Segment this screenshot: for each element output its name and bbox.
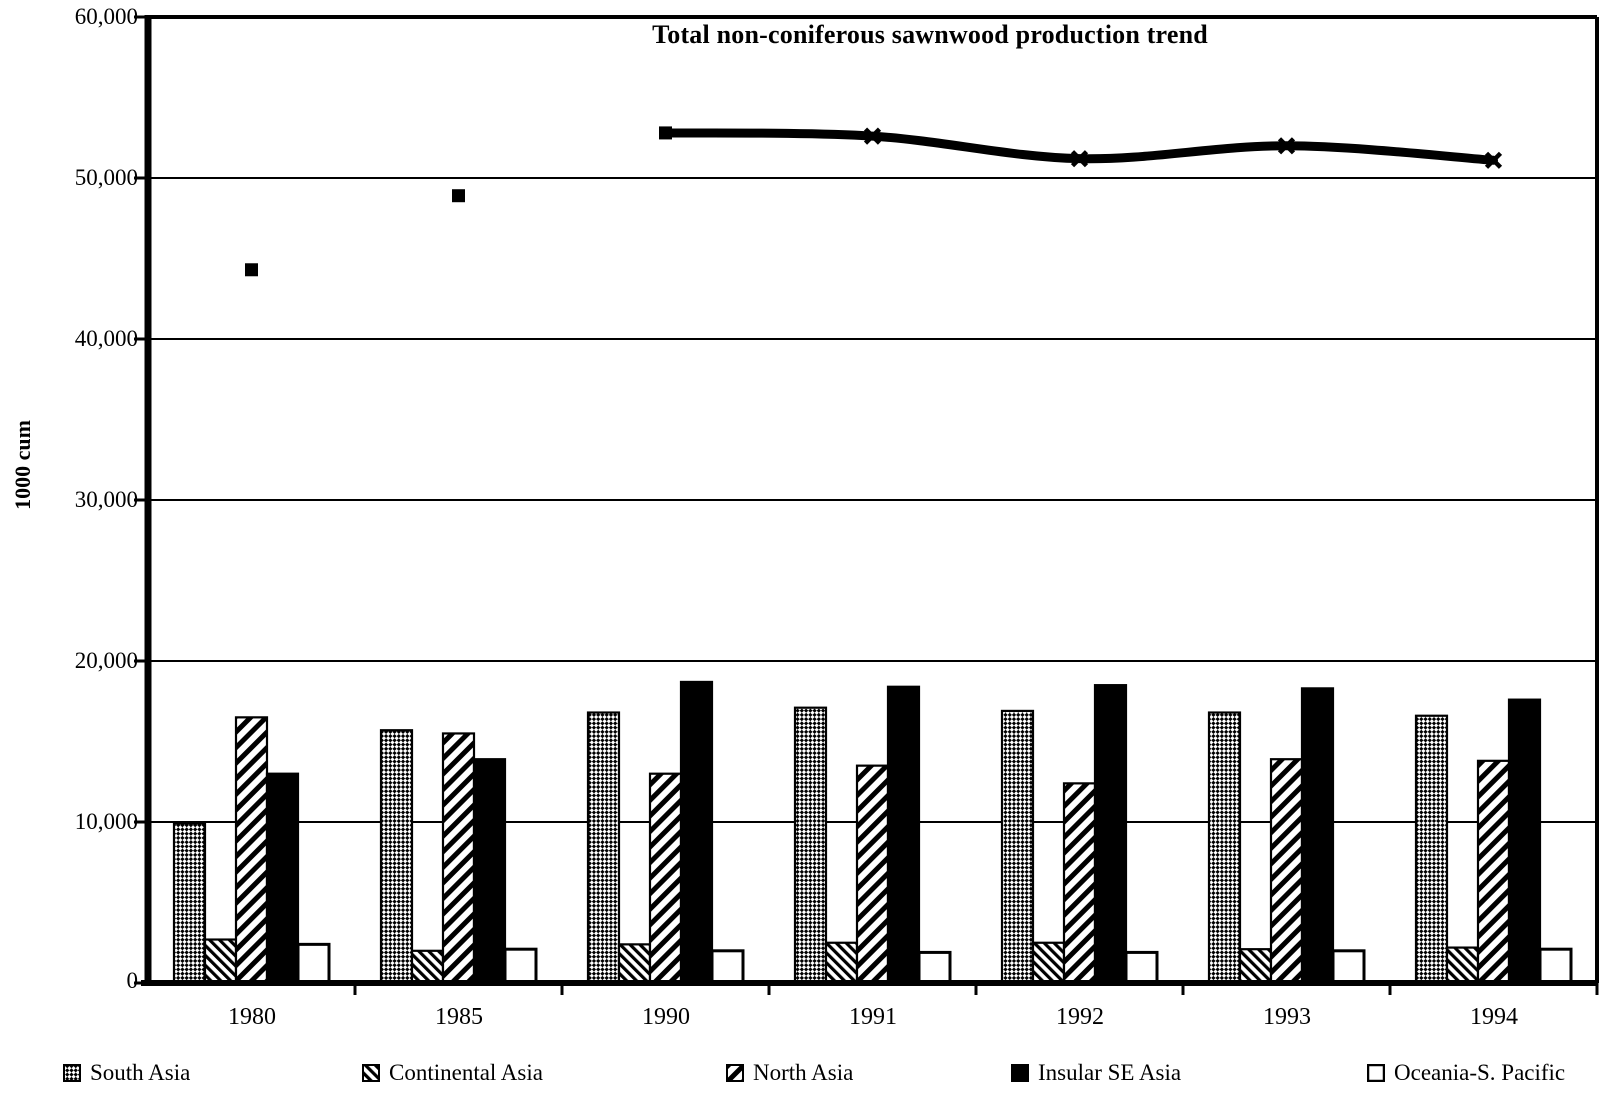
bar-oceania-s-pacific-1990 [710, 949, 745, 985]
bar-north-asia-1990 [648, 772, 683, 985]
legend-item-insular-se-asia: Insular SE Asia [1011, 1059, 1181, 1087]
bar-oceania-s-pacific-1985 [503, 947, 538, 985]
bar-oceania-s-pacific-1991 [917, 950, 952, 985]
trend-marker-x-1991 [863, 127, 882, 145]
bar-north-asia-1985 [441, 732, 476, 985]
trend-marker-1985 [452, 189, 465, 203]
bar-south-asia-1985 [379, 729, 414, 985]
y-tick-40000: 40,000 [74, 326, 138, 351]
legend-label-south-asia: South Asia [90, 1060, 191, 1085]
x-tick-1990: 1990 [642, 1004, 690, 1030]
legend-swatch-insular-se-asia [1011, 1064, 1029, 1082]
axes-frame [134, 15, 1599, 995]
bar-south-asia-1994 [1414, 714, 1449, 985]
bar-oceania-s-pacific-1993 [1331, 949, 1366, 985]
x-tick-1985: 1985 [435, 1004, 483, 1030]
trend-line [245, 126, 1503, 277]
legend-swatch-continental-asia [362, 1064, 380, 1082]
y-tick-20000: 20,000 [74, 648, 138, 673]
x-tick-1994: 1994 [1470, 1004, 1518, 1030]
bar-north-asia-1980 [234, 716, 269, 985]
x-tick-1993: 1993 [1263, 1004, 1311, 1030]
legend-swatch-south-asia [63, 1064, 81, 1082]
bar-insular-se-asia-1985 [472, 758, 507, 985]
y-tick-60000: 60,000 [74, 4, 138, 29]
legend-label-oceania-s-pacific: Oceania-S. Pacific [1394, 1060, 1566, 1085]
y-tick-50000: 50,000 [74, 165, 138, 190]
bar-insular-se-asia-1993 [1300, 687, 1335, 985]
bar-oceania-s-pacific-1992 [1124, 950, 1159, 985]
trend-marker-x-1994 [1484, 151, 1503, 169]
bar-continental-asia-1991 [824, 941, 859, 985]
bar-south-asia-1992 [1000, 709, 1035, 985]
legend-swatch-oceania-s-pacific [1367, 1064, 1385, 1082]
x-tick-1980: 1980 [228, 1004, 276, 1030]
legend-item-north-asia: North Asia [726, 1059, 853, 1087]
bar-south-asia-1980 [172, 822, 207, 985]
bar-continental-asia-1993 [1238, 948, 1273, 985]
trend-marker-x-1993 [1277, 137, 1296, 155]
bar-insular-se-asia-1992 [1093, 684, 1128, 985]
bar-continental-asia-1980 [203, 938, 238, 985]
y-tick-30000: 30,000 [74, 487, 138, 512]
bar-north-asia-1994 [1476, 759, 1511, 985]
bar-insular-se-asia-1990 [679, 680, 714, 985]
bar-north-asia-1991 [855, 764, 890, 985]
bar-south-asia-1993 [1207, 711, 1242, 985]
legend-swatch-north-asia [726, 1064, 744, 1082]
bar-continental-asia-1994 [1445, 946, 1480, 985]
trend-marker-x-1992 [1070, 150, 1089, 168]
bar-insular-se-asia-1994 [1507, 698, 1542, 985]
bar-continental-asia-1992 [1031, 941, 1066, 985]
x-tick-1992: 1992 [1056, 1004, 1104, 1030]
bar-south-asia-1990 [586, 711, 621, 985]
bar-continental-asia-1985 [410, 949, 445, 985]
bar-north-asia-1992 [1062, 782, 1097, 985]
gridlines [148, 177, 1597, 823]
legend-label-insular-se-asia: Insular SE Asia [1038, 1060, 1182, 1085]
chart-title: Total non-coniferous sawnwood production… [652, 20, 1208, 49]
y-tick-0: 0 [126, 968, 139, 993]
bar-insular-se-asia-1980 [265, 772, 300, 985]
legend-label-continental-asia: Continental Asia [389, 1060, 543, 1085]
bar-south-asia-1991 [793, 706, 828, 985]
bar-insular-se-asia-1991 [886, 685, 921, 985]
legend-item-oceania-s-pacific: Oceania-S. Pacific [1367, 1059, 1565, 1087]
legend-label-north-asia: North Asia [753, 1060, 854, 1085]
legend-item-south-asia: South Asia [63, 1059, 190, 1087]
x-tick-1991: 1991 [849, 1004, 897, 1030]
bar-north-asia-1993 [1269, 758, 1304, 985]
legend-item-continental-asia: Continental Asia [362, 1059, 543, 1087]
bar-groups [172, 680, 1573, 985]
trend-marker-1980 [245, 263, 258, 277]
bar-continental-asia-1990 [617, 943, 652, 985]
bar-oceania-s-pacific-1980 [296, 942, 331, 985]
y-tick-10000: 10,000 [74, 809, 138, 834]
bar-oceania-s-pacific-1994 [1538, 947, 1573, 985]
